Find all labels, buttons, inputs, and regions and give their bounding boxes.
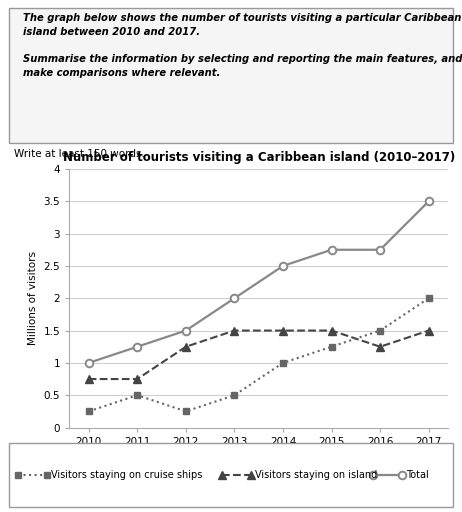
Text: Write at least 150 words.: Write at least 150 words.	[14, 148, 145, 159]
Text: Total: Total	[406, 470, 429, 480]
FancyBboxPatch shape	[9, 443, 453, 507]
Text: Visitors staying on cruise ships: Visitors staying on cruise ships	[51, 470, 203, 480]
Text: The graph below shows the number of tourists visiting a particular Caribbean
isl: The graph below shows the number of tour…	[23, 13, 462, 77]
FancyBboxPatch shape	[9, 8, 453, 143]
Y-axis label: Millions of visitors: Millions of visitors	[28, 251, 38, 345]
Title: Number of tourists visiting a Caribbean island (2010–2017): Number of tourists visiting a Caribbean …	[62, 151, 455, 164]
Text: Visitors staying on island: Visitors staying on island	[255, 470, 377, 480]
